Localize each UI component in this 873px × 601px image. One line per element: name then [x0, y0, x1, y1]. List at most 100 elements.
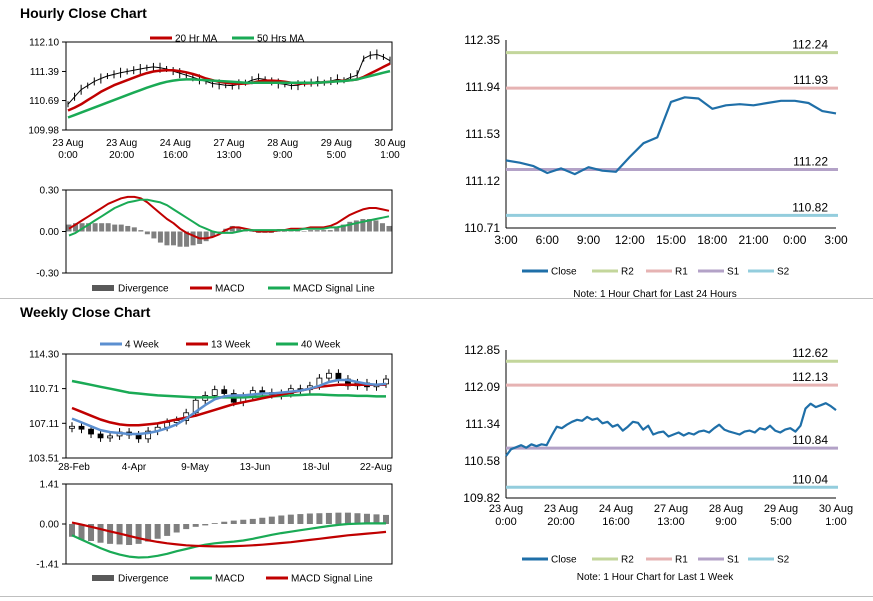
- weekly-candle-body: [326, 372, 332, 379]
- hourly-macd-ytick-label: -0.30: [36, 269, 59, 280]
- weekly-levels-xtick-date: 23 Aug: [544, 503, 578, 515]
- weekly-macd-ytick-label: -1.41: [36, 560, 59, 571]
- hourly-levels-legend-r2-label: R2: [621, 267, 634, 278]
- weekly-divergence-bar: [306, 513, 313, 524]
- weekly-levels-xtick-time: 1:00: [825, 516, 846, 528]
- weekly-divergence-bar: [354, 513, 361, 524]
- hourly-levels-ytick-label: 112.35: [464, 33, 500, 47]
- hourly-price-ytick-label: 111.39: [30, 67, 60, 78]
- weekly-levels-ytick-label: 111.34: [465, 417, 500, 431]
- hourly-price-xtick-time: 5:00: [327, 150, 347, 161]
- weekly-candle-body: [97, 433, 104, 439]
- hourly-price-xtick-time: 0:00: [58, 150, 78, 161]
- weekly-levels-xtick-time: 0:00: [495, 516, 516, 528]
- hourly-levels-note: Note: 1 Hour Chart for Last 24 Hours: [573, 289, 737, 300]
- hourly-divergence-bar: [347, 221, 353, 232]
- weekly-price-chart: 114.30 110.71 107.11 103.51 4 Week 13 Week 40 …: [28, 340, 393, 473]
- weekly-levels-level-s2-label: 110.04: [792, 472, 828, 486]
- weekly-macd-chart: 1.41 0.00 -1.41 Divergence MACD MACD Signal L…: [36, 480, 393, 585]
- weekly-legend-ma4-label: 4 Week: [125, 340, 160, 351]
- weekly-divergence-bar: [363, 513, 370, 524]
- weekly-levels-legend-r1-label: R1: [675, 555, 688, 566]
- weekly-levels-ytick-label: 110.58: [464, 454, 500, 468]
- weekly-levels-ytick-label: 109.82: [463, 491, 500, 505]
- weekly-levels-note: Note: 1 Hour Chart for Last 1 Week: [576, 572, 734, 583]
- hourly-levels-ytick-label: 111.94: [465, 80, 500, 94]
- hourly-divergence-bar: [157, 231, 163, 243]
- weekly-divergence-bar: [325, 512, 332, 524]
- hourly-divergence-bar: [125, 225, 131, 232]
- hourly-levels-xtick-label: 0:00: [783, 233, 807, 247]
- weekly-divergence-bar: [173, 524, 180, 533]
- weekly-divergence-bar: [316, 513, 323, 524]
- weekly-divergence-bar: [97, 524, 104, 543]
- hourly-price-xtick-time: 16:00: [163, 150, 188, 161]
- weekly-candle-body: [335, 372, 342, 380]
- hourly-price-xtick-date: 23 Aug: [106, 138, 137, 149]
- hourly-divergence-bar: [236, 227, 242, 232]
- hourly-price-xtick-time: 20:00: [109, 150, 134, 161]
- hourly-levels-xtick-label: 3:00: [824, 233, 848, 247]
- weekly-divergence-bar: [164, 524, 171, 536]
- hourly-levels-xtick-label: 21:00: [738, 233, 768, 247]
- hourly-macd-ytick-label: 0.30: [40, 186, 60, 197]
- weekly-price-frame: [65, 353, 393, 459]
- weekly-section-title: Weekly Close Chart: [20, 304, 151, 320]
- weekly-divergence-bar: [78, 524, 85, 540]
- hourly-levels-legend-s1-label: S1: [727, 267, 740, 278]
- weekly-ma13-line: [71, 383, 386, 427]
- weekly-divergence-bar: [211, 523, 218, 524]
- hourly-signal-line: [68, 198, 390, 237]
- hourly-divergence-bar: [301, 231, 307, 232]
- weekly-price-xtick-label: 13-Jun: [240, 462, 271, 473]
- weekly-macd-ytick-label: 1.41: [40, 480, 60, 491]
- hourly-divergence-bar: [177, 231, 183, 247]
- weekly-levels-ytick-label: 112.09: [464, 380, 500, 394]
- hourly-levels-legend-r1-label: R1: [675, 267, 688, 278]
- hourly-legend-signal-label: MACD Signal Line: [293, 284, 375, 295]
- hourly-divergence-bar: [379, 223, 385, 232]
- weekly-divergence-bar: [240, 519, 247, 524]
- hourly-divergence-bar: [164, 231, 170, 246]
- hourly-price-xtick-date: 24 Aug: [160, 138, 191, 149]
- hourly-divergence-bar: [373, 220, 379, 232]
- weekly-levels-xtick-time: 5:00: [770, 516, 791, 528]
- hourly-price-xtick-time: 1:00: [380, 150, 400, 161]
- hourly-ma20-line: [67, 62, 391, 112]
- hourly-divergence-bar: [138, 230, 144, 232]
- weekly-candle-body: [78, 425, 85, 430]
- hourly-divergence-bar: [327, 230, 333, 232]
- hourly-levels-xtick-label: 9:00: [577, 233, 601, 247]
- weekly-divergence-bar: [202, 524, 209, 526]
- weekly-price-xtick-label: 18-Jul: [302, 462, 329, 473]
- hourly-divergence-bar: [386, 225, 392, 232]
- hourly-price-xtick-date: 29 Aug: [321, 138, 352, 149]
- weekly-levels-xtick-time: 20:00: [547, 516, 575, 528]
- weekly-candle-body: [135, 434, 142, 440]
- hourly-divergence-bar: [321, 230, 327, 232]
- hourly-divergence-bar: [190, 231, 196, 246]
- weekly-divergence-bar: [126, 524, 133, 545]
- hourly-section-title: Hourly Close Chart: [20, 5, 147, 21]
- hourly-divergence-bar: [334, 227, 340, 232]
- hourly-divergence-bar: [184, 231, 190, 247]
- hourly-levels-level-r2-label: 112.24: [792, 38, 828, 52]
- weekly-levels-level-s1-label: 110.84: [792, 433, 828, 447]
- hourly-legend-ma50-label: 50 Hrs MA: [257, 34, 305, 45]
- hourly-price-chart: 112.10 111.39 110.69 109.98 20 Hr MA 50 Hrs M…: [28, 34, 405, 162]
- hourly-levels-xtick-label: 6:00: [536, 233, 560, 247]
- weekly-levels-level-r2-label: 112.62: [792, 346, 828, 360]
- weekly-divergence-bar: [221, 521, 228, 524]
- hourly-price-xtick-date: 30 Aug: [374, 138, 405, 149]
- weekly-divergence-bar: [373, 514, 380, 524]
- weekly-levels-level-r1-label: 112.13: [792, 370, 828, 384]
- hourly-divergence-bar: [366, 219, 372, 232]
- hourly-levels-level-r1-label: 111.93: [793, 73, 828, 87]
- hourly-legend-divergence-label: Divergence: [118, 284, 169, 295]
- weekly-candle-body: [88, 428, 94, 435]
- weekly-levels-xtick-date: 27 Aug: [654, 503, 688, 515]
- weekly-macd-line: [71, 522, 386, 559]
- hourly-price-xtick-time: 13:00: [216, 150, 241, 161]
- hourly-divergence-bar: [151, 231, 157, 239]
- hourly-macd-line: [68, 195, 390, 240]
